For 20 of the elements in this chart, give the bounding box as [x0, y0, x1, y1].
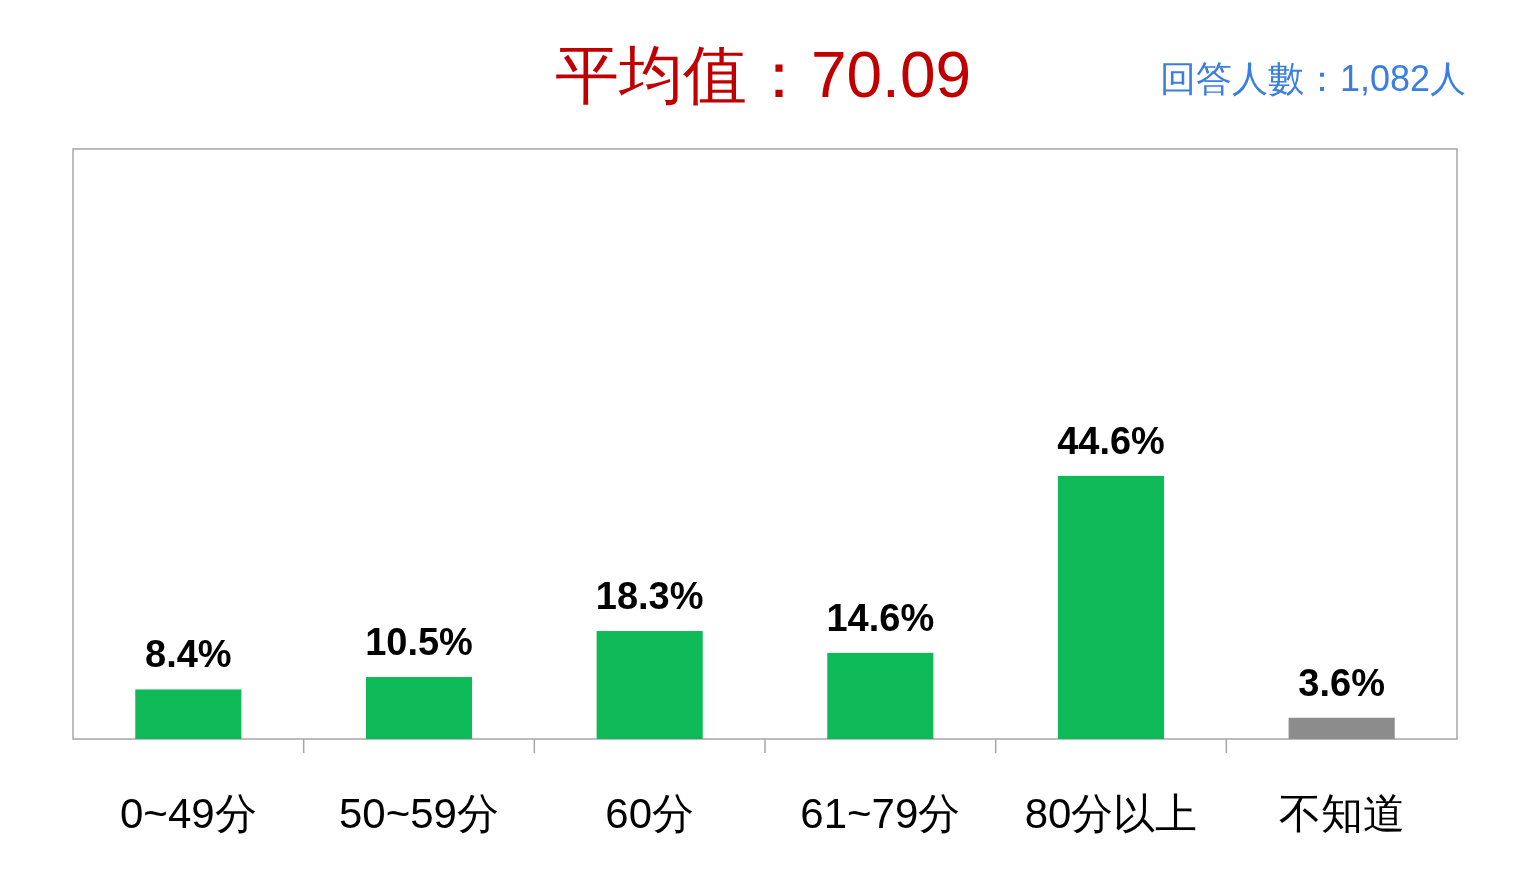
data-label: 44.6%	[1057, 419, 1165, 462]
bar	[365, 677, 473, 739]
chart-title: 平均值：70.09	[554, 39, 972, 111]
x-tick-label: 80分以上	[1024, 790, 1198, 837]
x-tick-label: 不知道	[1278, 790, 1405, 837]
bar	[1057, 475, 1165, 739]
bar	[1288, 717, 1395, 739]
data-label: 14.6%	[826, 596, 935, 639]
chart-subtitle: 回答人數：1,082人	[1159, 58, 1466, 99]
bar	[596, 631, 703, 739]
data-label: 18.3%	[595, 575, 704, 618]
x-tick-label: 61~79分	[800, 790, 961, 837]
x-tick-label: 60分	[605, 790, 695, 837]
data-label: 3.6%	[1298, 661, 1385, 704]
x-tick-label: 50~59分	[339, 790, 499, 837]
data-label: 8.4%	[145, 633, 232, 676]
bar	[135, 689, 242, 739]
x-tick-label: 0~49分	[120, 790, 257, 837]
bar	[827, 652, 934, 739]
data-label: 10.5%	[365, 621, 473, 664]
